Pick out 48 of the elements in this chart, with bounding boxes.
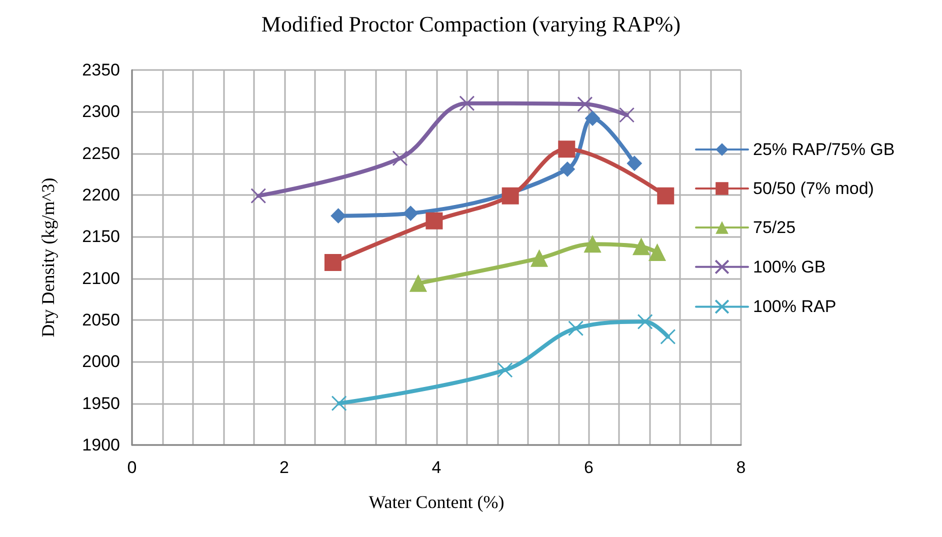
point — [426, 212, 443, 230]
y-tick-label: 2250 — [82, 144, 120, 163]
point — [560, 162, 575, 177]
point — [392, 150, 408, 166]
legend-label: 100% RAP — [753, 297, 836, 316]
point — [585, 110, 600, 126]
point — [637, 314, 653, 330]
point — [632, 238, 650, 256]
point — [626, 156, 642, 171]
point — [497, 362, 513, 378]
point — [502, 187, 519, 204]
legend-label: 75/25 — [753, 218, 796, 237]
y-tick-label: 2000 — [82, 352, 120, 372]
point — [568, 320, 584, 336]
x-tick-label: 2 — [280, 458, 289, 477]
x-tick-label: 4 — [432, 458, 442, 477]
y-tick-label: 2200 — [82, 186, 120, 204]
y-tick-label: 2350 — [82, 60, 120, 80]
point — [648, 244, 666, 261]
point — [558, 140, 576, 158]
point — [250, 188, 266, 204]
legend-label: 100% GB — [753, 257, 826, 276]
point — [530, 250, 548, 267]
point — [577, 96, 593, 112]
legend-label: 25% RAP/75% GB — [753, 140, 895, 159]
y-tick-label: 1950 — [82, 394, 120, 413]
chart-title: Modified Proctor Compaction (varying RAP%) — [261, 12, 681, 36]
x-tick-label: 0 — [127, 458, 137, 477]
x-tick-label: 8 — [736, 458, 746, 477]
point — [459, 96, 475, 112]
y-tick-label: 1900 — [82, 436, 120, 454]
y-tick-label: 2300 — [82, 102, 120, 122]
point — [403, 206, 418, 221]
point — [410, 274, 427, 292]
y-axis-title: Dry Density (kg/m^3) — [38, 178, 58, 338]
legend-label: 50/50 (7% mod) — [753, 179, 874, 198]
point — [657, 187, 674, 204]
y-tick-label: 2150 — [82, 227, 120, 246]
point — [619, 107, 635, 123]
point — [584, 236, 602, 253]
y-tick-label: 2100 — [82, 268, 120, 288]
x-axis-title: Water Content (%) — [368, 492, 504, 512]
point — [660, 328, 676, 344]
y-tick-label: 2050 — [82, 310, 120, 330]
point — [324, 254, 342, 271]
x-tick-label: 6 — [584, 458, 594, 477]
point — [331, 396, 347, 412]
point — [330, 208, 346, 224]
